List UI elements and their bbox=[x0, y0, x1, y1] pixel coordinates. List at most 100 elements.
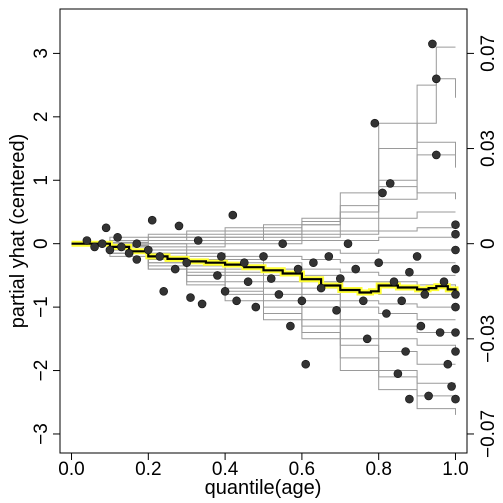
observed-point-12 bbox=[155, 252, 165, 261]
observed-point-8 bbox=[132, 239, 142, 248]
observed-point-31 bbox=[278, 239, 288, 248]
y-tick-label: −3 bbox=[31, 423, 52, 445]
observed-point-0 bbox=[82, 236, 92, 245]
observed-point-57 bbox=[416, 321, 426, 331]
observed-point-75 bbox=[451, 394, 460, 404]
observed-point-71 bbox=[451, 290, 460, 299]
observed-point-70 bbox=[451, 264, 460, 274]
observed-point-1 bbox=[90, 242, 99, 252]
observed-point-35 bbox=[301, 359, 311, 369]
observed-point-24 bbox=[232, 296, 241, 306]
observed-point-6 bbox=[117, 242, 126, 252]
ice-curve-20 bbox=[71, 243, 456, 415]
y2-tick-label: 0.03 bbox=[478, 130, 499, 167]
y-axis-left: 3 2 1 0 −1 −2 −3 bbox=[31, 48, 61, 445]
observed-point-74 bbox=[451, 347, 460, 356]
x-tick-label: 0.4 bbox=[212, 459, 239, 480]
ice-curve-0 bbox=[71, 46, 456, 245]
x-tick-label: 1.0 bbox=[442, 459, 468, 480]
observed-point-63 bbox=[435, 328, 445, 337]
observed-point-37 bbox=[316, 283, 326, 293]
observed-point-56 bbox=[412, 252, 422, 261]
observed-point-48 bbox=[382, 309, 391, 318]
ice-curve-7 bbox=[71, 236, 456, 248]
observed-point-60 bbox=[428, 39, 437, 49]
observed-point-45 bbox=[370, 118, 380, 128]
y2-tick-label: −0.07 bbox=[478, 410, 499, 458]
observed-point-47 bbox=[378, 188, 387, 198]
observed-point-22 bbox=[220, 286, 230, 296]
y-axis-title: partial yhat (centered) bbox=[7, 134, 29, 329]
observed-point-13 bbox=[159, 286, 168, 296]
observed-point-73 bbox=[451, 328, 460, 337]
observed-point-26 bbox=[243, 277, 253, 287]
observed-point-27 bbox=[251, 302, 261, 312]
observed-point-50 bbox=[389, 277, 399, 287]
observed-point-30 bbox=[274, 290, 284, 299]
observed-point-62 bbox=[431, 150, 441, 160]
observed-point-68 bbox=[451, 229, 460, 239]
y-tick-label: 3 bbox=[31, 48, 52, 59]
observed-point-72 bbox=[451, 302, 460, 312]
observed-point-51 bbox=[393, 369, 403, 379]
observed-point-69 bbox=[451, 245, 460, 255]
y-tick-label: 2 bbox=[31, 112, 52, 123]
observed-point-29 bbox=[266, 274, 276, 283]
observed-point-4 bbox=[105, 245, 115, 255]
x-tick-label: 0.0 bbox=[58, 459, 84, 480]
observed-point-43 bbox=[358, 296, 368, 306]
observed-point-7 bbox=[124, 248, 134, 258]
observed-point-54 bbox=[405, 267, 414, 277]
observed-point-53 bbox=[401, 347, 410, 356]
x-tick-label: 0.8 bbox=[365, 459, 391, 480]
y-tick-label: 0 bbox=[31, 238, 52, 249]
y-tick-label: 1 bbox=[31, 175, 52, 186]
observed-point-18 bbox=[193, 236, 203, 245]
observed-point-20 bbox=[213, 271, 222, 280]
observed-point-28 bbox=[259, 252, 268, 261]
observed-point-61 bbox=[431, 74, 441, 84]
observed-point-25 bbox=[240, 258, 249, 268]
observed-point-10 bbox=[147, 215, 157, 225]
y2-tick-label: 0.07 bbox=[478, 35, 499, 72]
observed-point-2 bbox=[97, 239, 107, 248]
observed-point-9 bbox=[132, 255, 142, 264]
observed-point-44 bbox=[362, 334, 372, 344]
observed-point-34 bbox=[297, 296, 307, 306]
y-tick-label: −1 bbox=[31, 296, 52, 318]
observed-point-66 bbox=[447, 382, 456, 391]
observed-point-5 bbox=[113, 233, 122, 242]
x-tick-label: 0.2 bbox=[135, 459, 161, 480]
y-axis-right: 0.07 0.03 0 −0.03 −0.07 bbox=[466, 35, 499, 458]
observed-point-17 bbox=[186, 293, 195, 302]
observed-point-38 bbox=[324, 252, 334, 261]
observed-point-46 bbox=[374, 258, 384, 268]
observed-point-59 bbox=[424, 391, 433, 401]
observed-point-58 bbox=[420, 290, 430, 299]
x-tick-label: 0.6 bbox=[289, 459, 315, 480]
observed-point-67 bbox=[451, 220, 460, 229]
x-axis-title: quantile(age) bbox=[205, 477, 322, 499]
observed-point-32 bbox=[286, 321, 295, 331]
observed-point-36 bbox=[309, 258, 318, 268]
observed-point-40 bbox=[335, 274, 345, 283]
observed-point-52 bbox=[397, 296, 407, 306]
observed-point-64 bbox=[439, 277, 449, 287]
observed-points-layer bbox=[82, 39, 460, 404]
observed-point-65 bbox=[443, 359, 453, 369]
observed-point-49 bbox=[385, 179, 395, 188]
observed-point-55 bbox=[405, 394, 414, 404]
y2-tick-label: −0.03 bbox=[478, 315, 499, 363]
y2-tick-label: 0 bbox=[478, 238, 499, 249]
observed-point-39 bbox=[332, 305, 341, 315]
y-tick-label: −2 bbox=[31, 360, 52, 382]
observed-point-42 bbox=[351, 264, 361, 274]
observed-point-11 bbox=[144, 245, 153, 255]
observed-point-16 bbox=[182, 258, 191, 268]
observed-point-21 bbox=[217, 252, 226, 261]
observed-point-14 bbox=[174, 221, 184, 231]
observed-point-15 bbox=[170, 264, 180, 274]
ice-curve-2 bbox=[71, 122, 456, 245]
